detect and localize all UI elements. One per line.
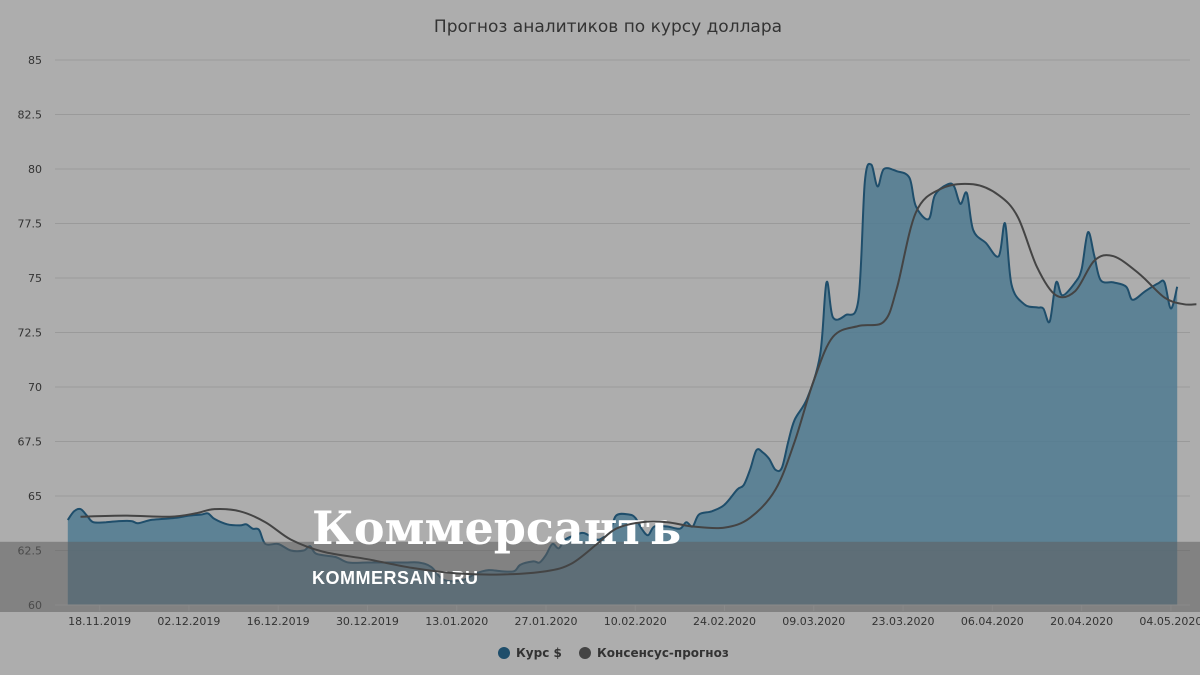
watermark-brand: Коммерсантъ — [312, 501, 681, 555]
y-tick-label: 72.5 — [18, 327, 43, 340]
watermark-site: KOMMERSANT.RU — [312, 568, 479, 588]
x-tick-label: 16.12.2019 — [247, 615, 310, 628]
y-tick-label: 82.5 — [18, 109, 43, 122]
legend-label-usd: Курс $ — [516, 646, 562, 660]
legend-label-consensus: Консенсус-прогноз — [597, 646, 729, 660]
legend: Курс $ Консенсус-прогноз — [498, 646, 729, 660]
x-tick-label: 10.02.2020 — [604, 615, 667, 628]
y-tick-label: 67.5 — [18, 436, 43, 449]
series-usd-line — [66, 162, 1179, 583]
x-tick-label: 24.02.2020 — [693, 615, 756, 628]
y-tick-label: 75 — [28, 272, 42, 285]
y-tick-label: 65 — [28, 490, 42, 503]
x-tick-label: 06.04.2020 — [961, 615, 1024, 628]
legend-item-usd[interactable]: Курс $ — [498, 646, 562, 660]
series-consensus-line — [80, 182, 1197, 576]
y-tick-label: 80 — [28, 163, 42, 176]
x-tick-label: 02.12.2019 — [157, 615, 220, 628]
x-tick-label: 18.11.2019 — [68, 615, 131, 628]
legend-item-consensus[interactable]: Консенсус-прогноз — [579, 646, 729, 660]
legend-marker-usd — [498, 647, 510, 659]
x-tick-label: 30.12.2019 — [336, 615, 399, 628]
y-axis-gridlines — [55, 59, 1190, 551]
y-tick-label: 70 — [28, 381, 42, 394]
x-tick-label: 23.03.2020 — [872, 615, 935, 628]
chart-title: Прогноз аналитиков по курсу доллара — [434, 17, 782, 37]
x-tick-label: 27.01.2020 — [514, 615, 577, 628]
y-tick-label: 77.5 — [18, 218, 43, 231]
x-tick-label: 20.04.2020 — [1050, 615, 1113, 628]
legend-marker-consensus — [579, 647, 591, 659]
watermark-band — [0, 541, 1200, 612]
x-axis-ticks: 18.11.2019 02.12.2019 16.12.2019 30.12.2019… — [68, 605, 1200, 628]
x-tick-label: 04.05.2020 — [1139, 615, 1200, 628]
y-tick-label: 85 — [28, 54, 42, 67]
x-tick-label: 09.03.2020 — [782, 615, 845, 628]
x-tick-label: 13.01.2020 — [425, 615, 488, 628]
